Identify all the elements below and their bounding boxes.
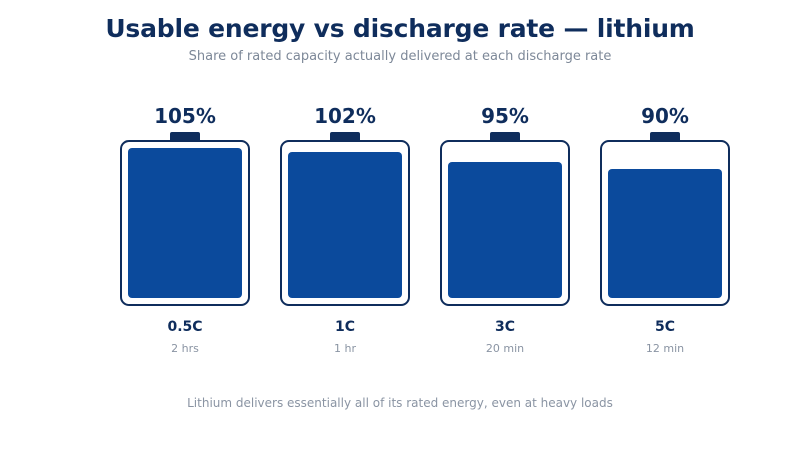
bar-fill [128,148,242,298]
duration-label: 2 hrs [120,342,250,355]
duration-label: 20 min [440,342,570,355]
battery-0-5c: 105% 0.5C 2 hrs [120,100,250,360]
value-label: 90% [600,104,730,128]
battery-body [600,140,730,306]
battery-3c: 95% 3C 20 min [440,100,570,360]
value-label: 102% [280,104,410,128]
category-label: 1C [280,319,410,335]
battery-body [120,140,250,306]
battery-body [440,140,570,306]
footnote: Lithium delivers essentially all of its … [0,396,800,410]
bar-fill [608,169,722,298]
value-label: 95% [440,104,570,128]
chart-subtitle: Share of rated capacity actually deliver… [0,49,800,64]
battery-5c: 90% 5C 12 min [600,100,730,360]
chart-title: Usable energy vs discharge rate — lithiu… [0,14,800,43]
battery-1c: 102% 1C 1 hr [280,100,410,360]
bar-fill [448,162,562,298]
category-label: 3C [440,319,570,335]
category-label: 0.5C [120,319,250,335]
category-label: 5C [600,319,730,335]
duration-label: 12 min [600,342,730,355]
value-label: 105% [120,104,250,128]
battery-body [280,140,410,306]
duration-label: 1 hr [280,342,410,355]
bar-fill [288,152,402,298]
